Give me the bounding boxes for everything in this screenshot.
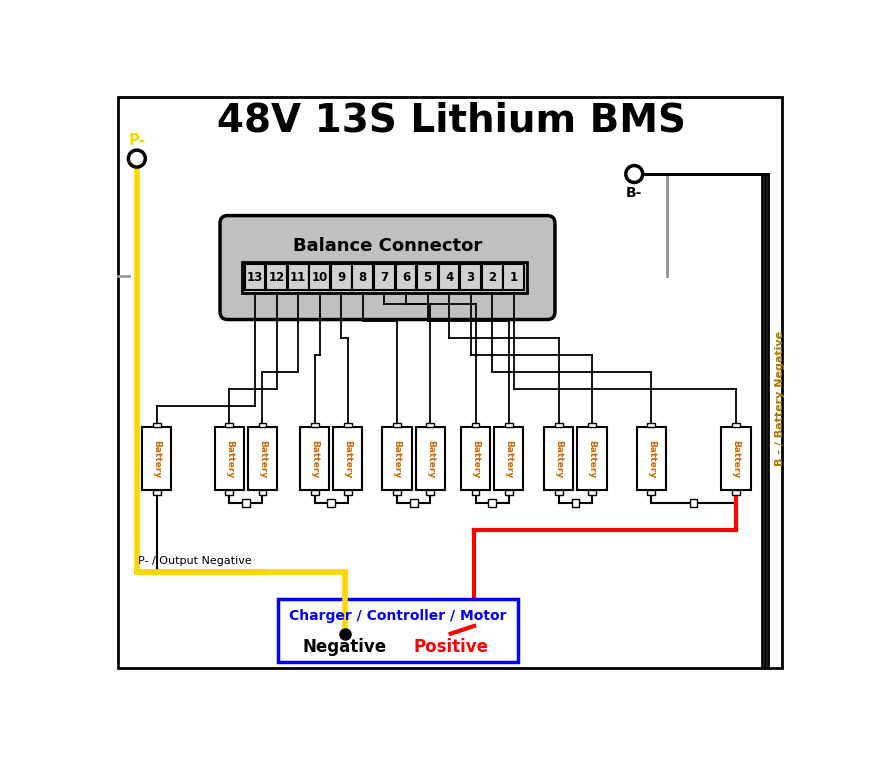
Bar: [636, 428, 666, 491]
Text: Battery: Battery: [343, 440, 352, 478]
Bar: [461, 428, 490, 491]
Text: Battery: Battery: [647, 440, 656, 478]
Text: 9: 9: [337, 271, 346, 284]
Text: 4: 4: [445, 271, 453, 284]
Text: 2: 2: [488, 271, 496, 284]
Circle shape: [128, 150, 145, 167]
Text: Battery: Battery: [258, 440, 267, 478]
Bar: [417, 264, 438, 290]
Bar: [505, 491, 512, 495]
Bar: [225, 422, 233, 428]
Bar: [482, 264, 502, 290]
Bar: [577, 428, 606, 491]
Text: Positive: Positive: [414, 638, 488, 656]
Text: Battery: Battery: [588, 440, 597, 478]
Text: Battery: Battery: [471, 440, 480, 478]
Text: Battery: Battery: [392, 440, 401, 478]
Text: Balance Connector: Balance Connector: [293, 238, 482, 255]
Bar: [472, 422, 480, 428]
Text: B-: B-: [626, 186, 642, 201]
Bar: [393, 491, 401, 495]
Bar: [588, 422, 596, 428]
Bar: [374, 264, 395, 290]
Text: 6: 6: [402, 271, 410, 284]
Text: Battery: Battery: [426, 440, 435, 478]
Text: 3: 3: [466, 271, 474, 284]
Text: 8: 8: [359, 271, 367, 284]
Circle shape: [626, 166, 642, 182]
Bar: [143, 428, 172, 491]
Bar: [267, 264, 287, 290]
Text: Negative: Negative: [303, 638, 387, 656]
Bar: [690, 499, 698, 506]
Bar: [311, 422, 319, 428]
Bar: [225, 491, 233, 495]
Bar: [242, 262, 527, 292]
Bar: [555, 422, 562, 428]
Bar: [153, 422, 161, 428]
Text: 13: 13: [247, 271, 263, 284]
Text: 10: 10: [312, 271, 328, 284]
Bar: [648, 422, 655, 428]
Bar: [259, 491, 267, 495]
Bar: [555, 491, 562, 495]
Text: B - / Battery Negative: B - / Battery Negative: [774, 332, 785, 466]
Bar: [300, 428, 329, 491]
Text: 11: 11: [290, 271, 306, 284]
Bar: [544, 428, 574, 491]
Bar: [588, 491, 596, 495]
Bar: [288, 264, 309, 290]
Text: Battery: Battery: [731, 440, 740, 478]
Bar: [352, 264, 373, 290]
Bar: [427, 422, 434, 428]
Bar: [344, 422, 352, 428]
Bar: [472, 491, 480, 495]
Text: Battery: Battery: [504, 440, 513, 478]
Bar: [732, 422, 740, 428]
Text: Battery: Battery: [224, 440, 234, 478]
Bar: [334, 428, 363, 491]
Text: 1: 1: [510, 271, 517, 284]
Bar: [153, 491, 161, 495]
Text: 48V 13S Lithium BMS: 48V 13S Lithium BMS: [216, 101, 686, 139]
Bar: [648, 491, 655, 495]
Bar: [327, 499, 335, 506]
Text: 5: 5: [423, 271, 432, 284]
Bar: [427, 491, 434, 495]
Text: 7: 7: [380, 271, 388, 284]
Text: Battery: Battery: [152, 440, 161, 478]
Text: P- / Output Negative: P- / Output Negative: [138, 556, 253, 565]
Bar: [732, 491, 740, 495]
Text: 12: 12: [268, 271, 285, 284]
Bar: [488, 499, 496, 506]
Bar: [383, 428, 412, 491]
Bar: [571, 499, 579, 506]
Bar: [248, 428, 277, 491]
Bar: [259, 422, 267, 428]
Bar: [344, 491, 352, 495]
Bar: [245, 264, 266, 290]
Bar: [460, 264, 481, 290]
Bar: [311, 491, 319, 495]
FancyBboxPatch shape: [220, 216, 555, 319]
Bar: [331, 264, 352, 290]
Bar: [505, 422, 512, 428]
Bar: [242, 499, 250, 506]
Text: P-: P-: [128, 133, 145, 148]
Bar: [415, 428, 445, 491]
Bar: [503, 264, 524, 290]
Bar: [396, 264, 416, 290]
Bar: [722, 428, 751, 491]
Bar: [439, 264, 459, 290]
Text: Charger / Controller / Motor: Charger / Controller / Motor: [290, 609, 507, 623]
Text: Battery: Battery: [311, 440, 319, 478]
Bar: [393, 422, 401, 428]
Text: Battery: Battery: [554, 440, 563, 478]
Bar: [215, 428, 244, 491]
Bar: [495, 428, 524, 491]
Bar: [310, 264, 330, 290]
Bar: [410, 499, 417, 506]
Bar: [278, 599, 518, 662]
